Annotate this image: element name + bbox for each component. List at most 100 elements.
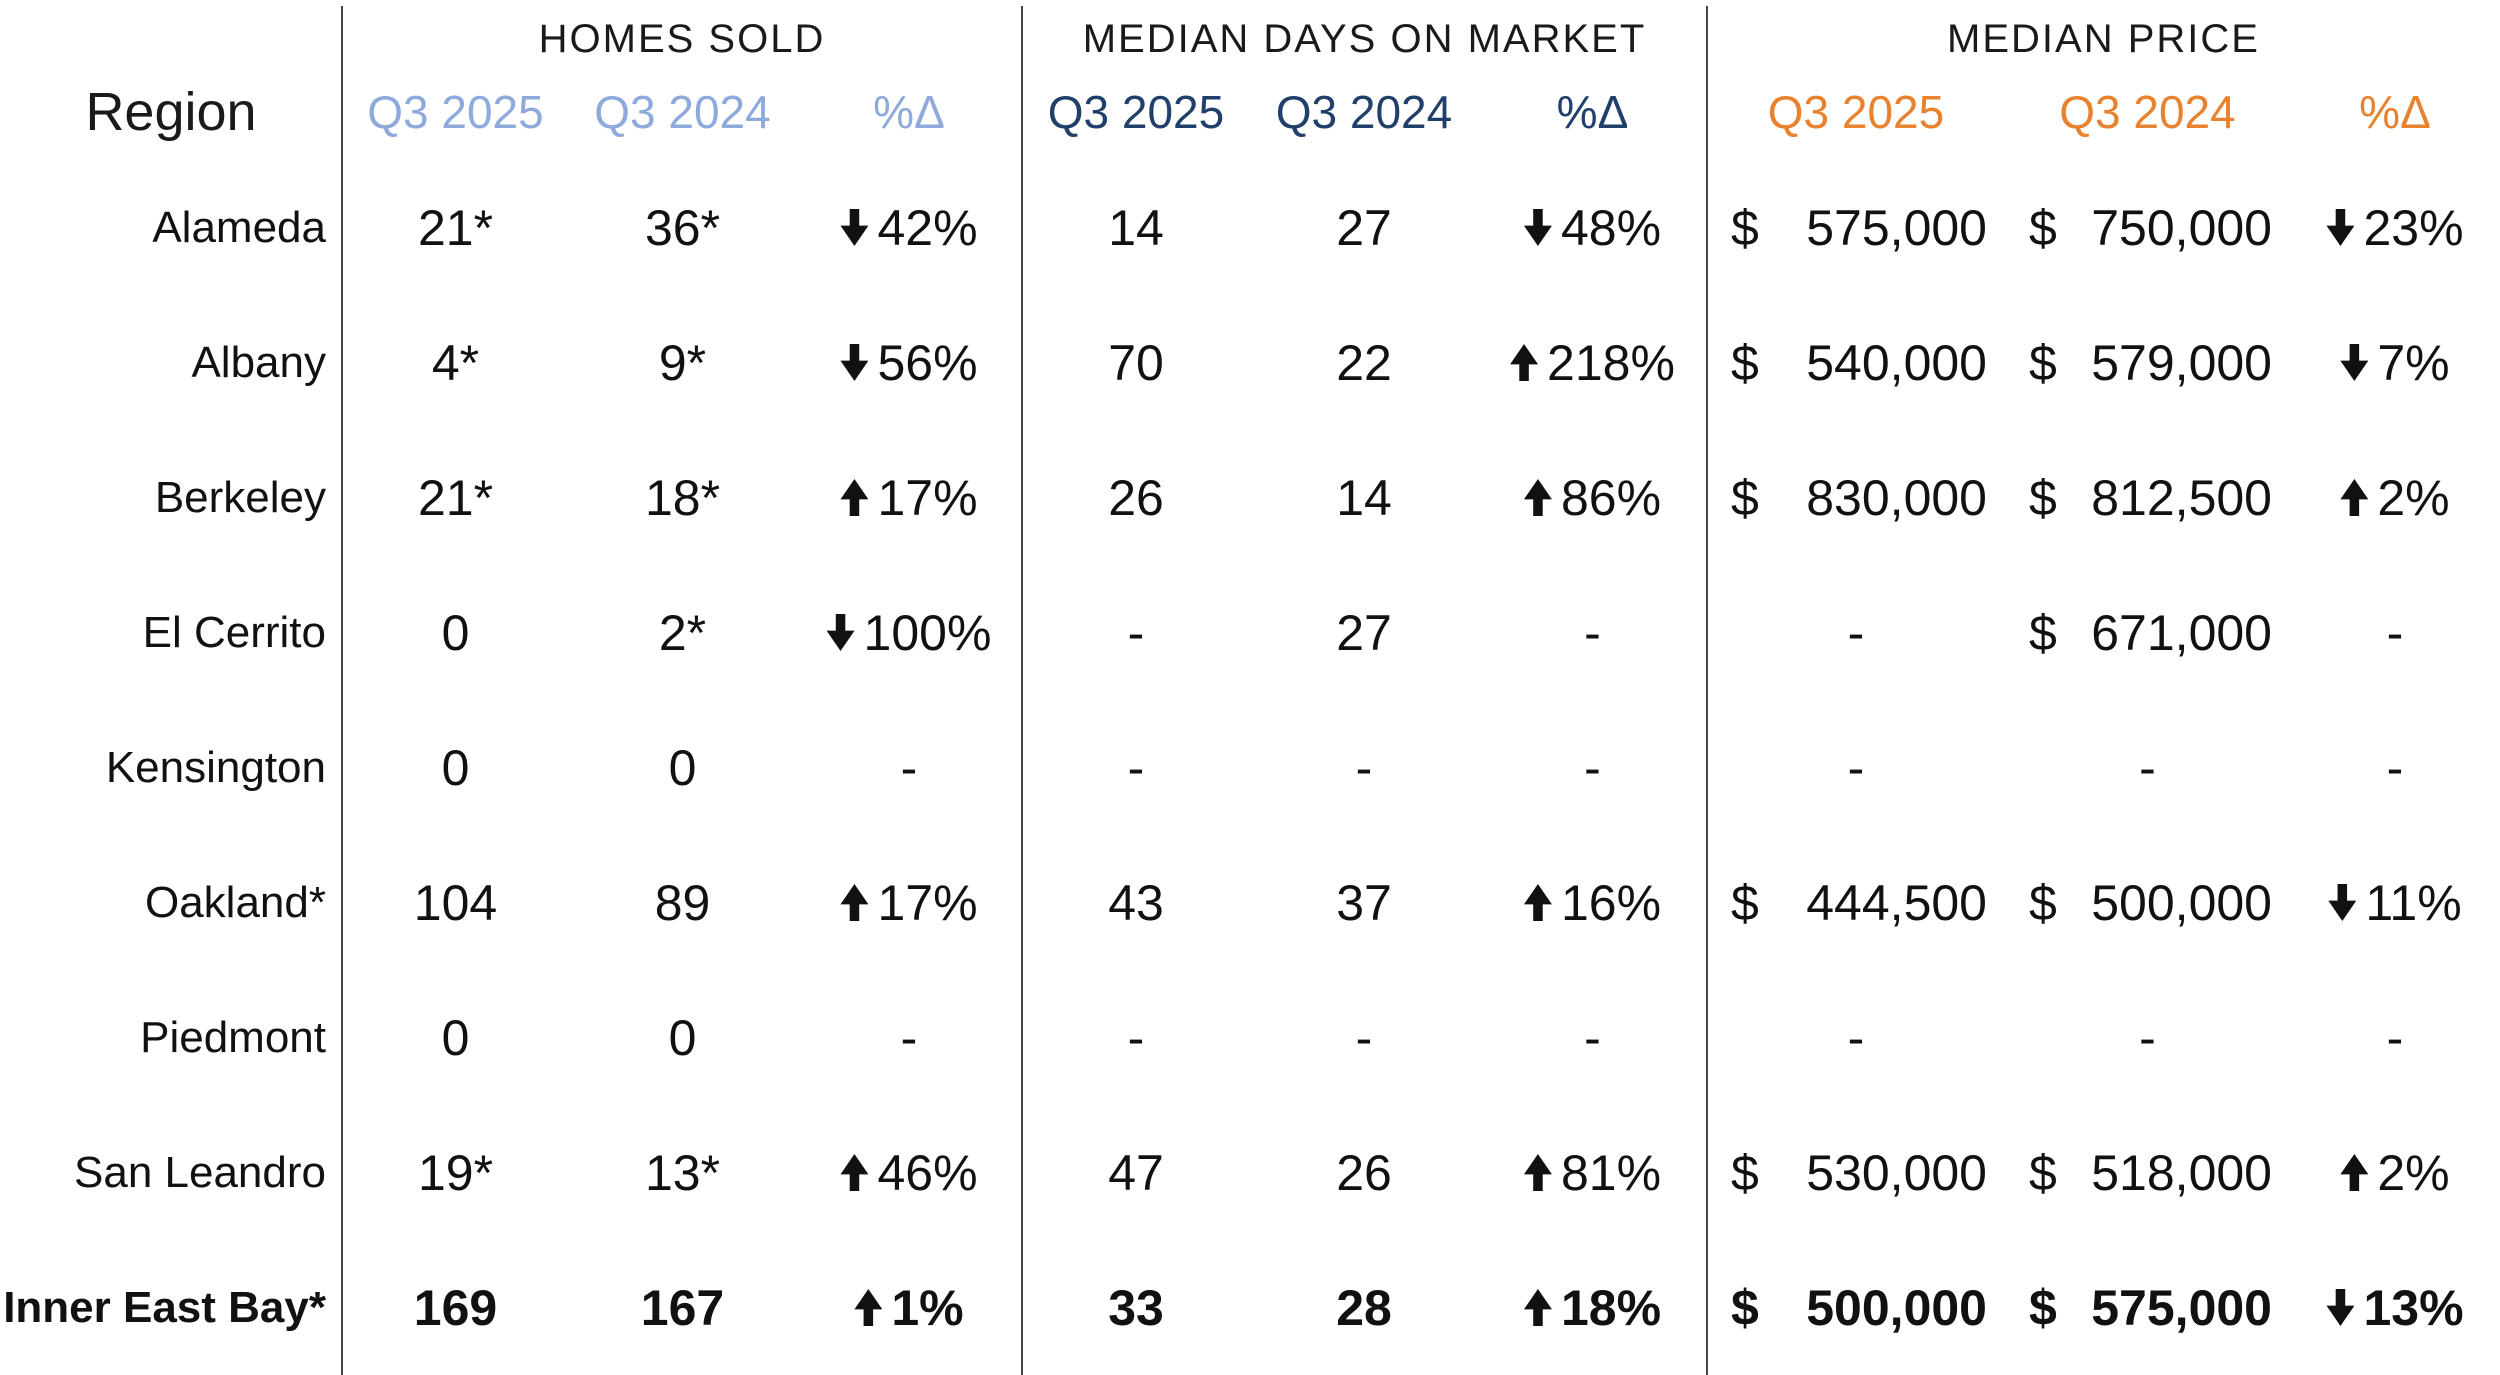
homes-sold-q3-2025-cell: 104 <box>413 874 498 931</box>
currency-symbol: $ <box>1731 469 1759 526</box>
price-amount: 575,000 <box>1806 199 1987 256</box>
divider-days-price <box>1706 6 1708 1375</box>
pct-change-value: 17% <box>877 874 978 931</box>
pct-change-value: - <box>1584 604 1601 661</box>
price-amount: 750,000 <box>2091 199 2272 256</box>
homes-sold-q3-2025-header: Q3 2025 <box>367 86 544 138</box>
pct-change-value: - <box>900 1009 918 1066</box>
up-arrow-icon <box>840 1154 869 1191</box>
days-on-market-pct-change-cell: 18% <box>1478 1279 1707 1337</box>
median-price-q3-2024-cell: $579,000 <box>2005 334 2290 392</box>
days-on-market-pct-change-cell: 48% <box>1478 199 1707 257</box>
pct-change-value: - <box>2386 604 2404 661</box>
up-arrow-icon <box>840 479 869 516</box>
homes-sold-q3-2025-cell: 0 <box>441 1009 470 1066</box>
currency-symbol: $ <box>2029 874 2057 931</box>
median-price-q3-2024-header: Q3 2024 <box>2059 86 2236 138</box>
homes-sold-pct-change-cell: 1% <box>796 1279 1022 1337</box>
pct-change-value: 42% <box>877 199 978 256</box>
median-price-q3-2024-cell: $575,000 <box>2005 1279 2290 1337</box>
down-arrow-icon <box>2326 209 2355 246</box>
homes-sold-pct-change-cell: 100% <box>796 604 1022 662</box>
pct-change-value: 11% <box>2365 874 2462 931</box>
median-price-q3-2024-cell: $518,000 <box>2005 1144 2290 1202</box>
table-row: Inner East Bay* 169 167 1% 33 28 18% $50… <box>0 1240 2500 1375</box>
days-on-market-pct-change-header: %Δ <box>1556 86 1629 138</box>
pct-change-value: 13% <box>2363 1279 2464 1336</box>
down-arrow-icon <box>840 209 869 246</box>
days-on-market-pct-change-cell: 218% <box>1478 334 1707 392</box>
table-row: Oakland* 104 89 17% 43 37 16% $444,500 $… <box>0 835 2500 970</box>
pct-change-value: 7% <box>2377 334 2450 391</box>
pct-change-value: 2% <box>2377 1144 2450 1201</box>
median-price-pct-change-cell: - <box>2290 739 2500 797</box>
median-price-q3-2025-cell: - <box>1847 604 1865 661</box>
up-arrow-icon <box>1523 479 1552 516</box>
homes-sold-q3-2025-cell: 19* <box>417 1144 494 1201</box>
days-on-market-q3-2024-cell: - <box>1355 739 1373 796</box>
pct-change-value: 2% <box>2377 469 2450 526</box>
days-on-market-q3-2024-cell: 27 <box>1336 199 1392 256</box>
column-header-row: Region Q3 2025 Q3 2024 %Δ Q3 2025 Q3 202… <box>0 64 2500 160</box>
days-on-market-q3-2024-cell: 27 <box>1336 604 1392 661</box>
homes-sold-q3-2024-cell: 13* <box>644 1144 721 1201</box>
divider-region-homes <box>341 6 343 1375</box>
median-price-pct-change-header: %Δ <box>2359 86 2431 138</box>
homes-sold-pct-change-cell: - <box>796 739 1022 797</box>
homes-sold-q3-2024-cell: 2* <box>658 604 707 661</box>
days-on-market-pct-change-cell: 81% <box>1478 1144 1707 1202</box>
currency-symbol: $ <box>2029 1144 2057 1201</box>
homes-sold-q3-2024-cell: 167 <box>640 1279 725 1336</box>
pct-change-value: 18% <box>1560 1279 1662 1336</box>
median-price-pct-change-cell: 23% <box>2290 199 2500 257</box>
homes-sold-q3-2025-cell: 21* <box>417 199 494 256</box>
pct-change-value: - <box>2386 1009 2404 1066</box>
days-on-market-q3-2024-cell: 28 <box>1336 1279 1392 1336</box>
down-arrow-icon <box>2340 344 2369 381</box>
price-amount: 540,000 <box>1806 334 1987 391</box>
days-on-market-pct-change-cell: - <box>1478 1009 1707 1067</box>
pct-change-value: - <box>2386 739 2404 796</box>
median-price-pct-change-cell: 11% <box>2290 874 2500 932</box>
homes-sold-q3-2024-cell: 89 <box>654 874 711 931</box>
homes-sold-pct-change-cell: 17% <box>796 874 1022 932</box>
pct-change-value: - <box>1584 739 1601 796</box>
pct-change-value: 81% <box>1560 1144 1662 1201</box>
days-on-market-q3-2025-cell: 33 <box>1108 1279 1164 1336</box>
median-price-pct-change-cell: 13% <box>2290 1279 2500 1337</box>
price-amount: 579,000 <box>2091 334 2272 391</box>
currency-symbol: $ <box>1731 199 1759 256</box>
homes-sold-q3-2024-cell: 9* <box>658 334 707 391</box>
days-on-market-q3-2025-cell: 47 <box>1108 1144 1164 1201</box>
region-cell: Oakland* <box>144 877 326 927</box>
price-amount: 500,000 <box>2091 874 2272 931</box>
currency-symbol: $ <box>1731 334 1759 391</box>
up-arrow-icon <box>1523 1289 1552 1326</box>
pct-change-value: 56% <box>877 334 978 391</box>
currency-symbol: $ <box>2029 604 2057 661</box>
homes-sold-pct-change-cell: - <box>796 1009 1022 1067</box>
median-price-q3-2025-cell: $575,000 <box>1707 199 2005 257</box>
table-row: Berkeley 21* 18* 17% 26 14 86% $830,000 … <box>0 430 2500 565</box>
homes-sold-pct-change-cell: 46% <box>796 1144 1022 1202</box>
price-amount: 812,500 <box>2091 469 2272 526</box>
up-arrow-icon <box>1523 1154 1552 1191</box>
days-on-market-pct-change-cell: 16% <box>1478 874 1707 932</box>
table-row: El Cerrito 0 2* 100% - 27 - - $671,000 - <box>0 565 2500 700</box>
homes-sold-pct-change-header: %Δ <box>873 86 945 138</box>
up-arrow-icon <box>1510 344 1539 381</box>
median-price-pct-change-cell: 7% <box>2290 334 2500 392</box>
region-cell: Albany <box>191 337 326 387</box>
days-on-market-q3-2025-cell: - <box>1127 604 1145 661</box>
price-amount: 671,000 <box>2091 604 2272 661</box>
region-cell: Berkeley <box>154 472 326 522</box>
table-row: Alameda 21* 36* 42% 14 27 48% $575,000 $… <box>0 160 2500 295</box>
homes-sold-q3-2025-cell: 0 <box>441 739 470 796</box>
pct-change-value: 100% <box>863 604 992 661</box>
days-on-market-q3-2024-cell: - <box>1355 1009 1373 1066</box>
days-on-market-q3-2025-cell: - <box>1127 739 1145 796</box>
region-cell: El Cerrito <box>142 607 326 657</box>
pct-change-value: 16% <box>1560 874 1662 931</box>
homes-sold-q3-2025-cell: 21* <box>417 469 494 526</box>
price-amount: 500,000 <box>1806 1279 1987 1336</box>
